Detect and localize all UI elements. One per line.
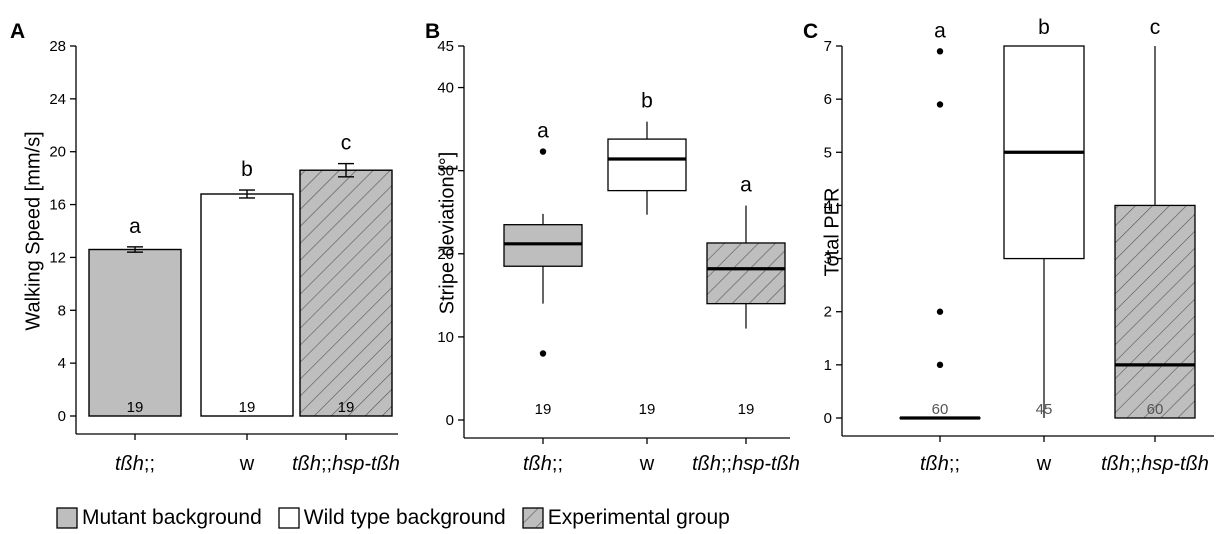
legend: Mutant background Wild type background E… xyxy=(56,505,746,531)
significance-letter: a xyxy=(129,215,141,238)
y-tick-label: 12 xyxy=(49,249,66,266)
box xyxy=(706,242,786,305)
panel-letter: A xyxy=(10,20,25,43)
sample-size-label: 60 xyxy=(1147,401,1164,418)
sample-size-label: 45 xyxy=(1036,401,1053,418)
box xyxy=(1114,204,1196,419)
y-tick-label: 4 xyxy=(58,355,66,372)
y-tick-label: 24 xyxy=(49,91,66,108)
panel-letter: B xyxy=(425,20,440,43)
y-tick-label: 30 xyxy=(437,163,454,180)
y-tick-label: 45 xyxy=(437,38,454,55)
y-tick-label: 2 xyxy=(824,304,832,321)
box xyxy=(607,138,687,192)
sample-size-label: 19 xyxy=(239,399,256,416)
legend-item-experimental: Experimental group xyxy=(522,506,730,530)
x-tick-label: w xyxy=(1036,453,1052,475)
legend-swatch-mutant xyxy=(56,507,78,529)
box xyxy=(503,224,583,267)
x-tick-label: w xyxy=(639,453,655,475)
legend-swatch-wildtype xyxy=(278,507,300,529)
y-tick-label: 10 xyxy=(437,329,454,346)
y-axis-label: Stripe deviation [°] xyxy=(437,152,459,315)
x-tick-label: tßh;; xyxy=(115,453,155,475)
sample-size-label: 19 xyxy=(639,401,656,418)
y-tick-label: 5 xyxy=(824,144,832,161)
outlier-point xyxy=(539,350,547,357)
panel-letter: C xyxy=(803,20,818,43)
y-tick-label: 0 xyxy=(446,412,454,429)
significance-letter: b xyxy=(1038,16,1050,39)
bar xyxy=(299,169,393,417)
y-tick-label: 6 xyxy=(824,91,832,108)
y-axis-label: Walking Speed [mm/s] xyxy=(23,131,45,330)
x-tick-label: tßh;;hsp-tßh xyxy=(692,453,800,475)
x-tick-label: tßh;; xyxy=(523,453,563,475)
significance-letter: a xyxy=(537,120,549,143)
y-tick-label: 3 xyxy=(824,251,832,268)
y-tick-label: 40 xyxy=(437,80,454,97)
significance-letter: a xyxy=(740,174,752,197)
sample-size-label: 19 xyxy=(127,399,144,416)
y-tick-label: 0 xyxy=(824,410,832,427)
x-tick-label: tßh;;hsp-tßh xyxy=(1101,453,1209,475)
sample-size-label: 19 xyxy=(338,399,355,416)
y-tick-label: 16 xyxy=(49,197,66,214)
significance-letter: a xyxy=(934,19,946,42)
y-tick-label: 8 xyxy=(58,302,66,319)
significance-letter: b xyxy=(241,158,253,181)
significance-letter: c xyxy=(341,132,352,155)
sample-size-label: 60 xyxy=(932,401,949,418)
y-tick-label: 1 xyxy=(824,357,832,374)
legend-item-wildtype: Wild type background xyxy=(278,506,506,530)
y-tick-label: 20 xyxy=(437,246,454,263)
y-tick-label: 7 xyxy=(824,38,832,55)
outlier-point xyxy=(936,308,944,315)
legend-label: Mutant background xyxy=(82,506,262,529)
x-tick-label: w xyxy=(239,453,255,475)
legend-label: Wild type background xyxy=(303,506,506,529)
outlier-point xyxy=(936,101,944,108)
outlier-point xyxy=(936,361,944,369)
x-tick-label: tßh;; xyxy=(920,453,960,475)
y-axis-label: Total PER xyxy=(822,188,844,277)
outlier-point xyxy=(539,148,547,155)
y-tick-label: 28 xyxy=(49,38,66,55)
bar xyxy=(88,248,182,417)
y-tick-label: 0 xyxy=(58,408,66,425)
significance-letter: c xyxy=(1150,16,1161,39)
x-tick-label: tßh;;hsp-tßh xyxy=(292,453,400,475)
legend-swatch-experimental xyxy=(522,507,544,529)
significance-letter: b xyxy=(641,90,653,113)
outlier-point xyxy=(936,48,944,55)
sample-size-label: 19 xyxy=(535,401,552,418)
legend-item-mutant: Mutant background xyxy=(56,506,262,530)
bar xyxy=(200,193,294,417)
sample-size-label: 19 xyxy=(738,401,755,418)
legend-label: Experimental group xyxy=(547,506,730,529)
y-tick-label: 20 xyxy=(49,144,66,161)
y-tick-label: 4 xyxy=(824,197,832,214)
